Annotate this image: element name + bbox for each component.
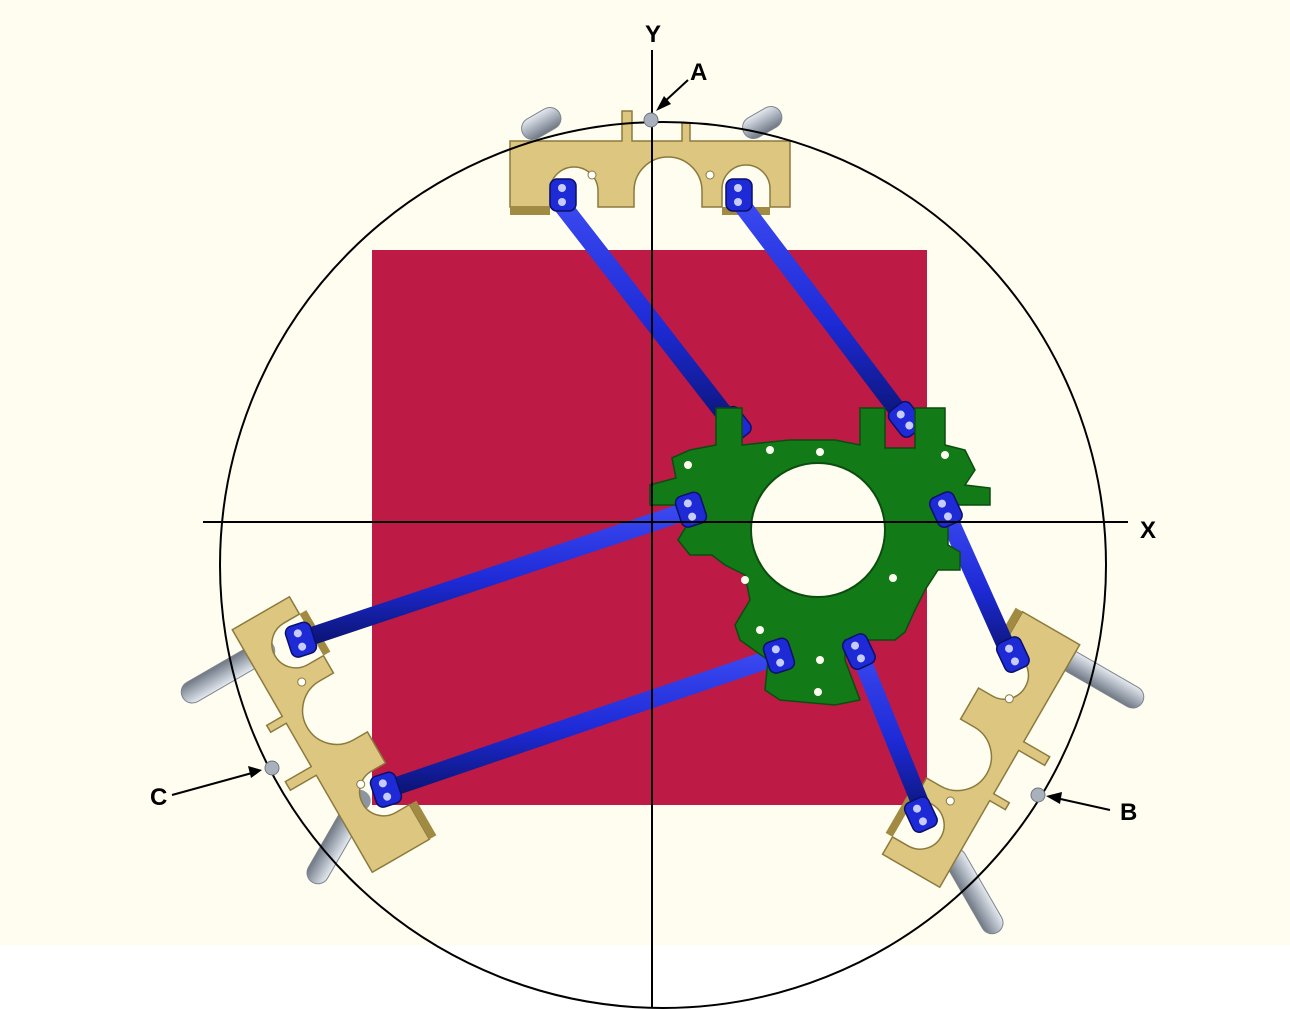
callout-a-arrowhead — [656, 96, 671, 111]
x-axis-label: X — [1140, 517, 1156, 544]
moving-platform — [649, 407, 991, 706]
rail-a-left — [521, 107, 562, 140]
point-b-marker: B — [1030, 787, 1137, 826]
links — [291, 178, 1033, 836]
link-a1 — [553, 196, 742, 434]
y-axis-label: Y — [645, 21, 661, 48]
callout-b-arrowhead — [1046, 792, 1062, 804]
link-b1 — [936, 501, 1019, 664]
point-c-label: C — [150, 784, 167, 811]
joint-a2-base — [725, 178, 753, 212]
point-a-label: A — [690, 59, 707, 86]
joint-a1-base — [549, 178, 577, 212]
callout-c-arrowhead — [248, 766, 262, 778]
point-a-marker: A — [643, 59, 707, 128]
reference-circle — [219, 121, 1107, 1009]
link-c1 — [291, 501, 699, 649]
point-c-marker: C — [150, 760, 280, 811]
link-c2 — [376, 647, 787, 799]
callout-c-line — [171, 772, 253, 796]
link-b2 — [849, 641, 934, 824]
callout-b-line — [1055, 797, 1111, 811]
link-a2 — [733, 196, 914, 429]
point-b-label: B — [1120, 799, 1137, 826]
